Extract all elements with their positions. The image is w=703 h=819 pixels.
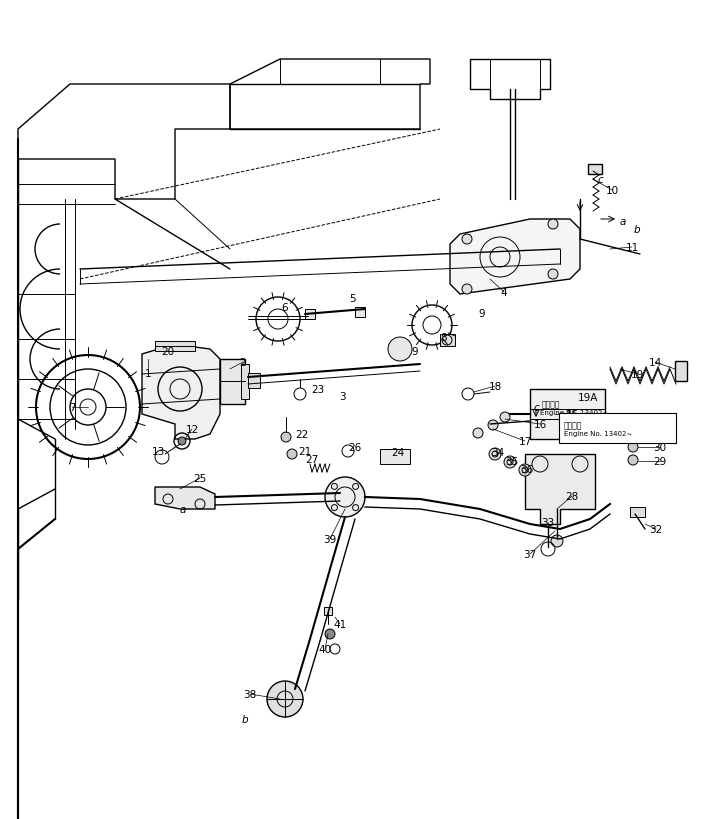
Text: 5: 5 [349,294,355,304]
Text: 21: 21 [298,446,311,456]
Text: 18: 18 [489,382,502,391]
Text: 22: 22 [295,429,309,440]
Circle shape [504,456,516,468]
Circle shape [548,219,558,229]
Circle shape [488,420,498,431]
Text: 38: 38 [243,689,257,699]
Text: Engine No. 13402∼: Engine No. 13402∼ [540,410,608,415]
Circle shape [628,429,638,440]
Circle shape [519,464,531,477]
Text: 27: 27 [305,455,318,464]
Text: 2: 2 [240,358,246,368]
Text: 6: 6 [282,303,288,313]
Text: 11: 11 [626,242,638,253]
Circle shape [462,235,472,245]
Text: 34: 34 [491,447,505,458]
Text: b: b [242,714,248,724]
Circle shape [628,442,638,452]
Bar [305,310,315,319]
Polygon shape [142,347,220,440]
Text: c: c [597,174,603,185]
Circle shape [281,432,291,442]
Circle shape [178,437,186,446]
Text: 36: 36 [520,464,534,474]
Text: a: a [180,505,186,514]
Text: 41: 41 [333,619,347,629]
Bar [324,607,332,615]
Circle shape [267,681,303,717]
Text: 19: 19 [631,369,644,379]
Circle shape [551,536,563,547]
Text: 32: 32 [650,524,663,534]
Text: 39: 39 [323,534,337,545]
Text: 35: 35 [505,456,519,467]
FancyBboxPatch shape [559,414,676,443]
Circle shape [287,450,297,459]
Text: 3: 3 [339,391,345,401]
Circle shape [500,413,510,423]
Circle shape [473,428,483,438]
Bar [630,508,645,518]
Bar [440,335,455,346]
Text: 26: 26 [349,442,361,452]
Bar [588,165,602,174]
Circle shape [462,285,472,295]
Text: 30: 30 [653,442,666,452]
Text: b: b [633,224,640,235]
Text: 33: 33 [541,518,555,527]
Bar [220,360,245,405]
Text: 25: 25 [193,473,207,483]
Circle shape [489,449,501,460]
Text: 12: 12 [186,424,199,434]
Text: 37: 37 [523,550,536,559]
Text: 10: 10 [605,186,619,196]
Text: 28: 28 [565,491,579,501]
Bar [530,390,605,440]
Text: 適用号機: 適用号機 [564,420,583,429]
Text: 15: 15 [565,410,579,419]
Text: 4: 4 [501,287,508,297]
Text: 24: 24 [392,447,405,458]
Text: c: c [533,402,539,413]
Text: 7: 7 [69,402,75,413]
Bar [241,364,249,400]
Text: 40: 40 [318,645,332,654]
Text: 23: 23 [311,385,325,395]
Bar [675,361,687,382]
Circle shape [388,337,412,361]
Text: 14: 14 [648,358,662,368]
Polygon shape [450,219,580,295]
Text: 19A: 19A [578,392,598,402]
Text: 20: 20 [162,346,174,356]
Text: 31: 31 [653,429,666,440]
Circle shape [325,629,335,639]
Circle shape [628,455,638,465]
Text: 9: 9 [479,309,485,319]
Text: 適用号機: 適用号機 [542,400,560,409]
Text: a: a [620,217,626,227]
Circle shape [325,477,365,518]
Text: 13: 13 [151,446,165,456]
Bar [248,373,260,388]
Text: 17: 17 [518,437,531,446]
Polygon shape [525,455,595,524]
Text: 1: 1 [145,369,151,378]
Text: 9: 9 [412,346,418,356]
Text: Engine No. 13402∼: Engine No. 13402∼ [564,431,632,437]
Text: 16: 16 [534,419,547,429]
Bar [155,342,195,351]
Text: 8: 8 [441,333,447,342]
Bar [380,450,410,464]
Bar [355,308,365,318]
Circle shape [548,269,558,279]
Text: 29: 29 [653,456,666,467]
Polygon shape [155,487,215,509]
